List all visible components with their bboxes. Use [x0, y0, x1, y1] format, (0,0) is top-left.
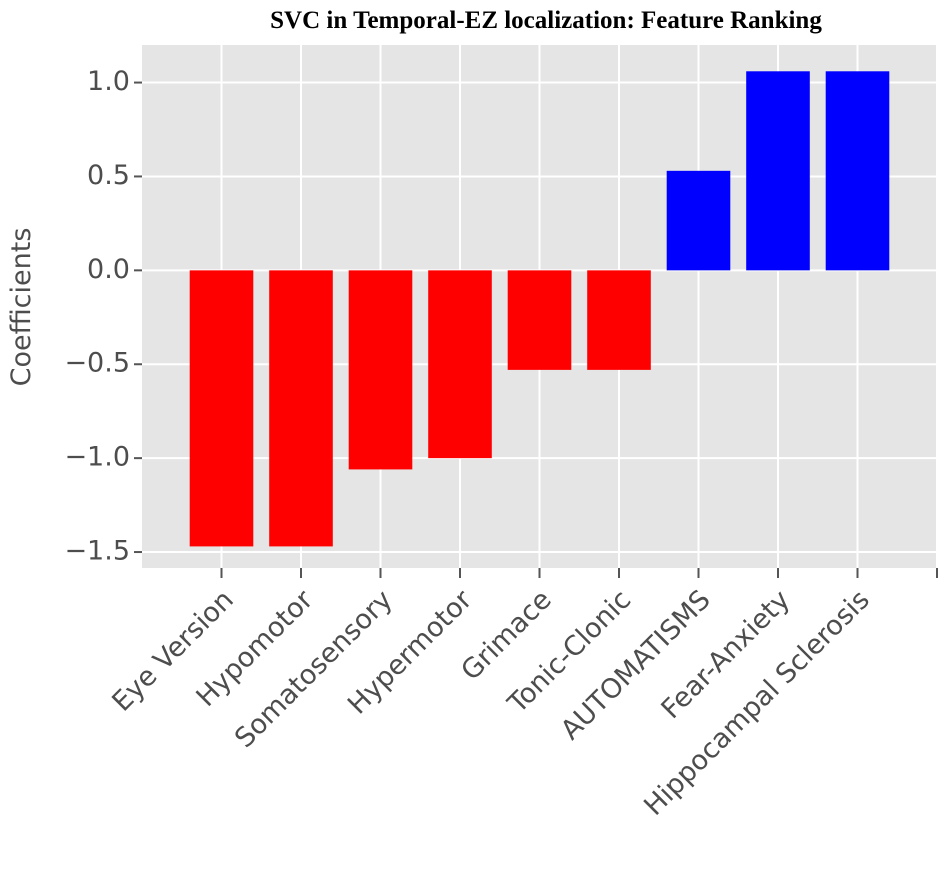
y-tick-label: 0.5 — [87, 160, 130, 191]
y-tick-label: −1.0 — [64, 442, 130, 473]
y-tick-label: 0.0 — [87, 254, 130, 285]
bar — [428, 270, 492, 459]
y-axis-label: Coefficients — [6, 228, 37, 387]
bar — [666, 170, 731, 271]
bar — [348, 270, 413, 470]
bar — [189, 270, 254, 547]
bar — [507, 270, 572, 370]
y-tick-label: 1.0 — [87, 66, 130, 97]
chart-title: SVC in Temporal-EZ localization: Feature… — [270, 7, 822, 34]
bar — [825, 71, 890, 271]
bar — [269, 270, 333, 547]
y-tick-label: −1.5 — [64, 536, 130, 567]
bar — [587, 270, 651, 370]
y-tick-label: −0.5 — [64, 348, 130, 379]
bar — [746, 71, 810, 271]
